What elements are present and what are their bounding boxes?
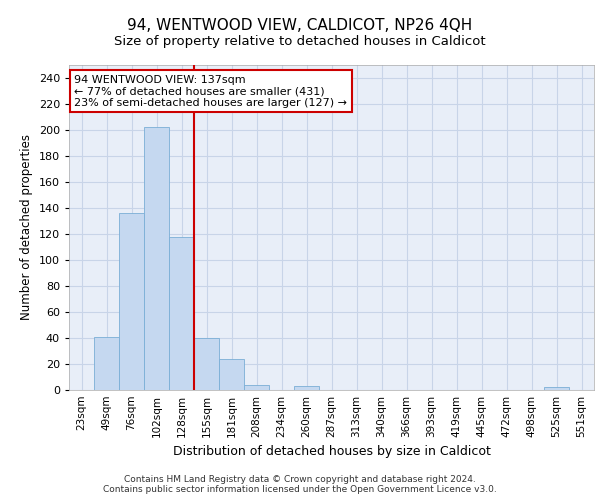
Text: Size of property relative to detached houses in Caldicot: Size of property relative to detached ho…	[114, 35, 486, 48]
Bar	[144, 128, 169, 390]
Bar	[94, 336, 119, 390]
Bar	[244, 385, 269, 390]
Bar	[219, 359, 244, 390]
Y-axis label: Number of detached properties: Number of detached properties	[20, 134, 33, 320]
Text: 94 WENTWOOD VIEW: 137sqm
← 77% of detached houses are smaller (431)
23% of semi-: 94 WENTWOOD VIEW: 137sqm ← 77% of detach…	[74, 74, 347, 108]
X-axis label: Distribution of detached houses by size in Caldicot: Distribution of detached houses by size …	[173, 446, 490, 458]
Bar	[169, 236, 194, 390]
Text: 94, WENTWOOD VIEW, CALDICOT, NP26 4QH: 94, WENTWOOD VIEW, CALDICOT, NP26 4QH	[127, 18, 473, 32]
Bar	[294, 386, 319, 390]
Text: Contains HM Land Registry data © Crown copyright and database right 2024.
Contai: Contains HM Land Registry data © Crown c…	[103, 474, 497, 494]
Bar	[119, 213, 144, 390]
Bar	[194, 338, 219, 390]
Bar	[544, 388, 569, 390]
